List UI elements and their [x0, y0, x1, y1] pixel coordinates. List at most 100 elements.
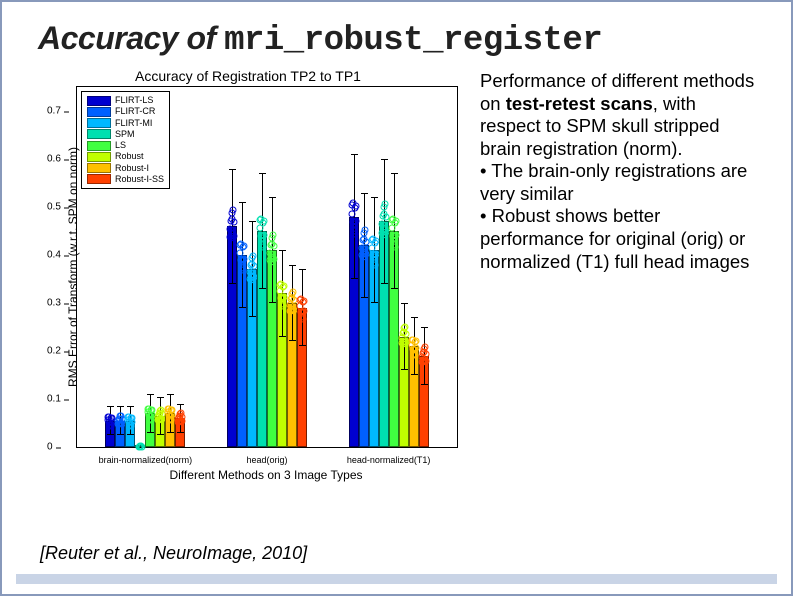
legend-row: Robust: [87, 151, 164, 162]
scatter-marker: [250, 252, 257, 259]
legend-row: FLIRT-MI: [87, 118, 164, 129]
scatter-marker: [248, 276, 255, 283]
legend-label: FLIRT-LS: [115, 95, 153, 106]
ytick: 0.2: [47, 346, 61, 357]
scatter-marker: [167, 413, 174, 420]
scatter-marker: [127, 419, 134, 426]
scatter-marker: [259, 234, 266, 241]
legend-label: FLIRT-MI: [115, 118, 152, 129]
scatter-marker: [409, 336, 416, 343]
legend-label: Robust-I-SS: [115, 174, 164, 185]
scatter-marker: [240, 267, 247, 274]
legend-row: Robust-I-SS: [87, 174, 164, 185]
legend-swatch: [87, 152, 111, 162]
legend-label: LS: [115, 140, 126, 151]
slide: Accuracy of mri_robust_register Accuracy…: [0, 0, 793, 596]
footer-bar: [16, 574, 777, 584]
legend-row: FLIRT-CR: [87, 106, 164, 117]
chart-title: Accuracy of Registration TP2 to TP1: [28, 68, 468, 84]
legend-row: Robust-I: [87, 163, 164, 174]
scatter-marker: [371, 262, 378, 269]
ytick: 0: [47, 442, 53, 453]
scatter-marker: [228, 235, 235, 242]
title-code: mri_robust_register: [224, 22, 602, 60]
scatter-marker: [289, 295, 296, 302]
desc-bullet-2: • Robust shows better performance for or…: [480, 205, 749, 271]
scatter-marker: [107, 419, 114, 426]
description-block: Performance of different methods on test…: [480, 68, 756, 508]
legend-swatch: [87, 163, 111, 173]
legend-swatch: [87, 174, 111, 184]
scatter-marker: [300, 316, 307, 323]
legend-row: LS: [87, 140, 164, 151]
scatter-marker: [278, 280, 285, 287]
scatter-marker: [270, 232, 277, 239]
chart-ylabel: RMS Error of Transform (w.r.t. SPM on no…: [66, 117, 80, 417]
scatter-marker: [349, 200, 356, 207]
ytick: 0.1: [47, 394, 61, 405]
xtick: brain-normalized(norm): [99, 455, 193, 465]
scatter-marker: [280, 302, 287, 309]
legend-swatch: [87, 107, 111, 117]
ytick: 0.4: [47, 250, 61, 261]
scatter-marker: [249, 260, 256, 267]
legend-swatch: [87, 118, 111, 128]
scatter-marker: [360, 236, 367, 243]
scatter-marker: [369, 235, 376, 242]
scatter-marker: [359, 253, 366, 260]
scatter-marker: [391, 244, 398, 251]
legend-swatch: [87, 96, 111, 106]
legend-label: Robust: [115, 151, 144, 162]
ytick: 0.5: [47, 202, 61, 213]
scatter-marker: [419, 359, 426, 366]
scatter-marker: [420, 349, 427, 356]
scatter-marker: [137, 443, 144, 450]
scatter-marker: [299, 309, 306, 316]
chart-xlabel: Different Methods on 3 Image Types: [76, 468, 456, 482]
scatter-marker: [117, 415, 124, 422]
scatter-marker: [298, 296, 305, 303]
scatter-marker: [260, 244, 267, 251]
legend-label: FLIRT-CR: [115, 106, 155, 117]
scatter-marker: [229, 216, 236, 223]
scatter-marker: [238, 240, 245, 247]
scatter-marker: [288, 308, 295, 315]
legend-label: Robust-I: [115, 163, 149, 174]
scatter-marker: [177, 413, 184, 420]
scatter-marker: [370, 253, 377, 260]
xtick: head-normalized(T1): [347, 455, 431, 465]
ytick: 0.3: [47, 298, 61, 309]
chart-area: Accuracy of Registration TP2 to TP1 FLIR…: [28, 68, 468, 508]
scatter-marker: [381, 200, 388, 207]
chart-legend: FLIRT-LSFLIRT-CRFLIRT-MISPMLSRobustRobus…: [81, 91, 170, 189]
legend-label: SPM: [115, 129, 135, 140]
scatter-marker: [147, 413, 154, 420]
scatter-marker: [157, 410, 164, 417]
title-prefix: Accuracy of: [38, 20, 224, 56]
legend-row: SPM: [87, 129, 164, 140]
citation: [Reuter et al., NeuroImage, 2010]: [40, 543, 307, 564]
scatter-marker: [399, 341, 406, 348]
scatter-marker: [268, 258, 275, 265]
xtick: head(orig): [246, 455, 287, 465]
scatter-marker: [389, 215, 396, 222]
desc-bullet-1: • The brain-only registrations are very …: [480, 160, 747, 204]
content-row: Accuracy of Registration TP2 to TP1 FLIR…: [28, 68, 765, 508]
scatter-marker: [239, 258, 246, 265]
legend-swatch: [87, 129, 111, 139]
scatter-marker: [269, 240, 276, 247]
scatter-marker: [351, 231, 358, 238]
scatter-marker: [380, 211, 387, 218]
legend-swatch: [87, 141, 111, 151]
scatter-marker: [258, 215, 265, 222]
scatter-marker: [400, 329, 407, 336]
chart-plot: FLIRT-LSFLIRT-CRFLIRT-MISPMLSRobustRobus…: [76, 86, 458, 448]
scatter-marker: [166, 405, 173, 412]
scatter-marker: [156, 417, 163, 424]
scatter-marker: [230, 206, 237, 213]
ytick: 0.6: [47, 154, 61, 165]
slide-title: Accuracy of mri_robust_register: [38, 20, 765, 60]
scatter-marker: [350, 220, 357, 227]
ytick: 0.7: [47, 106, 61, 117]
scatter-marker: [361, 227, 368, 234]
